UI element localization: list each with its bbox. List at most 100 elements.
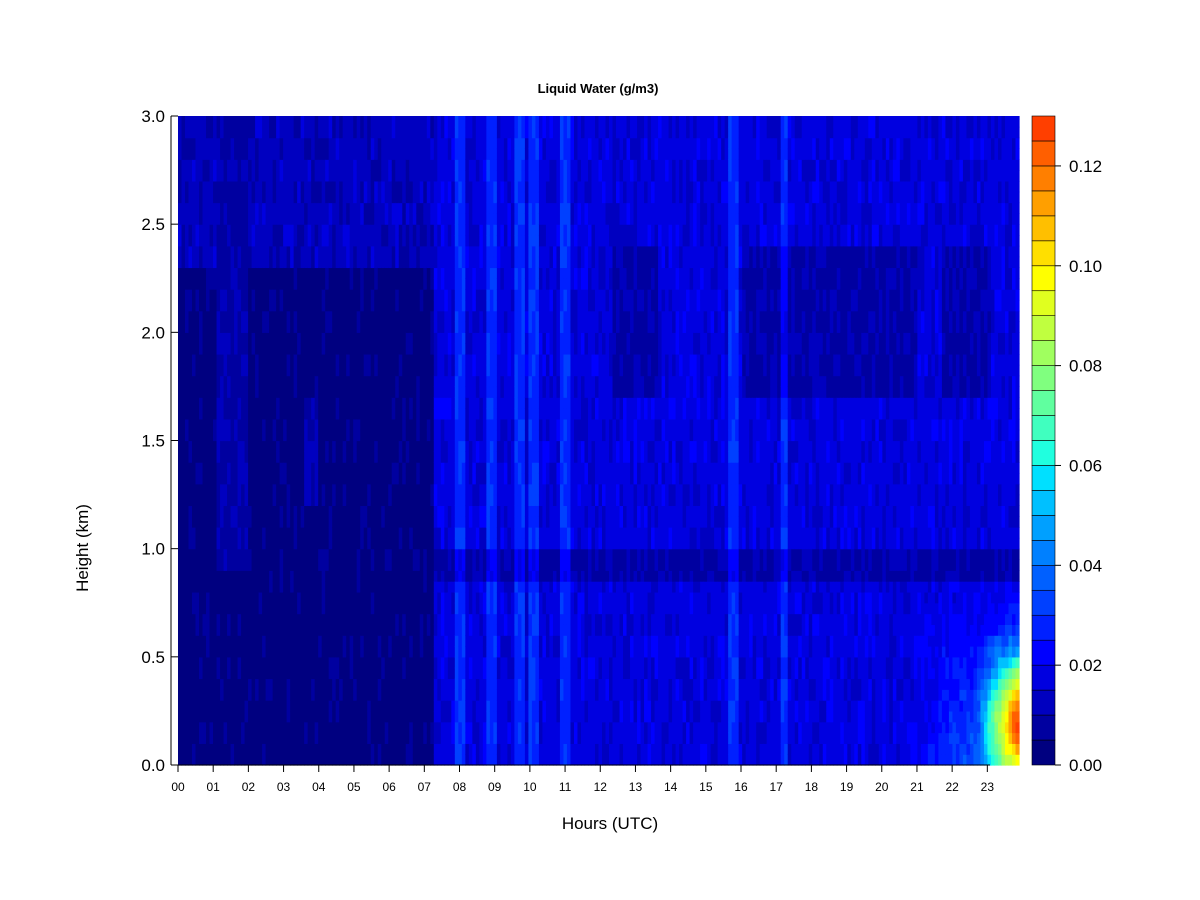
heatmap-cell [279,635,284,647]
heatmap-cell [423,408,428,420]
heatmap-cell [426,451,431,463]
heatmap-cell [346,224,351,236]
heatmap-cell [423,721,428,734]
heatmap-cell [339,116,344,128]
heatmap-cell [181,581,186,593]
heatmap-cell [395,635,400,647]
heatmap-cell [314,170,319,182]
heatmap-cell [349,202,354,214]
heatmap-cell [405,429,410,442]
heatmap-cell [416,386,421,398]
heatmap-cell [244,170,249,182]
heatmap-cell [451,527,456,539]
heatmap-cell [255,267,260,279]
heatmap-cell [419,386,424,398]
heatmap-cell [213,191,218,204]
heatmap-cell [297,721,302,734]
heatmap-cell [426,321,431,333]
heatmap-cell [286,505,291,517]
heatmap-cell [304,527,309,539]
heatmap-cell [395,429,400,442]
heatmap-cell [241,667,246,680]
heatmap-cell [437,191,442,204]
heatmap-cell [402,440,407,452]
heatmap-cell [349,256,354,269]
heatmap-cell [262,159,267,171]
heatmap-cell [272,343,277,355]
heatmap-cell [244,116,249,128]
heatmap-cell [234,472,239,485]
heatmap-cell [314,472,319,485]
heatmap-cell [360,170,365,182]
heatmap-cell [388,624,393,636]
heatmap-cell [444,494,449,506]
heatmap-cell [430,332,435,344]
heatmap-cell [206,353,211,366]
heatmap-cell [416,429,421,442]
heatmap-cell [416,213,421,225]
heatmap-cell [332,397,337,409]
heatmap-cell [412,537,417,550]
heatmap-cell [304,570,309,582]
heatmap-cell [304,364,309,377]
heatmap-cell [353,656,358,669]
heatmap-cell [311,299,316,312]
heatmap-cell [223,126,228,139]
heatmap-cell [206,635,211,647]
heatmap-cell [318,343,323,355]
heatmap-cell [454,116,459,128]
heatmap-cell [262,754,267,766]
heatmap-cell [314,429,319,442]
heatmap-cell [178,559,183,571]
heatmap-cell [395,289,400,301]
heatmap-cell [300,202,305,214]
heatmap-cell [199,278,204,290]
heatmap-cell [391,364,396,377]
heatmap-cell [465,678,470,690]
heatmap-cell [227,234,232,247]
heatmap-cell [227,700,232,712]
heatmap-cell [360,299,365,312]
heatmap-cell [384,418,389,431]
heatmap-cell [318,148,323,160]
heatmap-cell [325,602,330,615]
heatmap-cell [353,754,358,766]
heatmap-cell [230,408,235,420]
heatmap-cell [188,256,193,269]
heatmap-cell [276,591,281,604]
heatmap-cell [360,537,365,550]
heatmap-cell [412,353,417,366]
heatmap-cell [192,397,197,409]
heatmap-cell [234,429,239,442]
heatmap-cell [185,170,190,182]
heatmap-cell [370,721,375,734]
heatmap-cell [419,732,424,744]
heatmap-cell [458,386,463,398]
heatmap-cell [234,364,239,377]
heatmap-cell [454,732,459,744]
heatmap-cell [381,700,386,712]
heatmap-cell [423,667,428,680]
heatmap-cell [444,299,449,312]
heatmap-cell [216,635,221,647]
heatmap-cell [395,224,400,236]
heatmap-cell [398,375,403,388]
heatmap-cell [286,581,291,593]
heatmap-cell [244,689,249,701]
heatmap-cell [395,700,400,712]
heatmap-cell [381,656,386,669]
heatmap-cell [255,451,260,463]
heatmap-cell [300,332,305,344]
heatmap-cell [381,689,386,701]
heatmap-cell [206,278,211,290]
heatmap-cell [342,289,347,301]
heatmap-cell [283,602,288,615]
heatmap-cell [311,386,316,398]
heatmap-cell [300,245,305,258]
heatmap-cell [181,418,186,431]
heatmap-cell [265,527,270,539]
heatmap-cell [258,754,263,766]
heatmap-cell [311,343,316,355]
heatmap-cell [440,213,445,225]
heatmap-cell [230,462,235,474]
